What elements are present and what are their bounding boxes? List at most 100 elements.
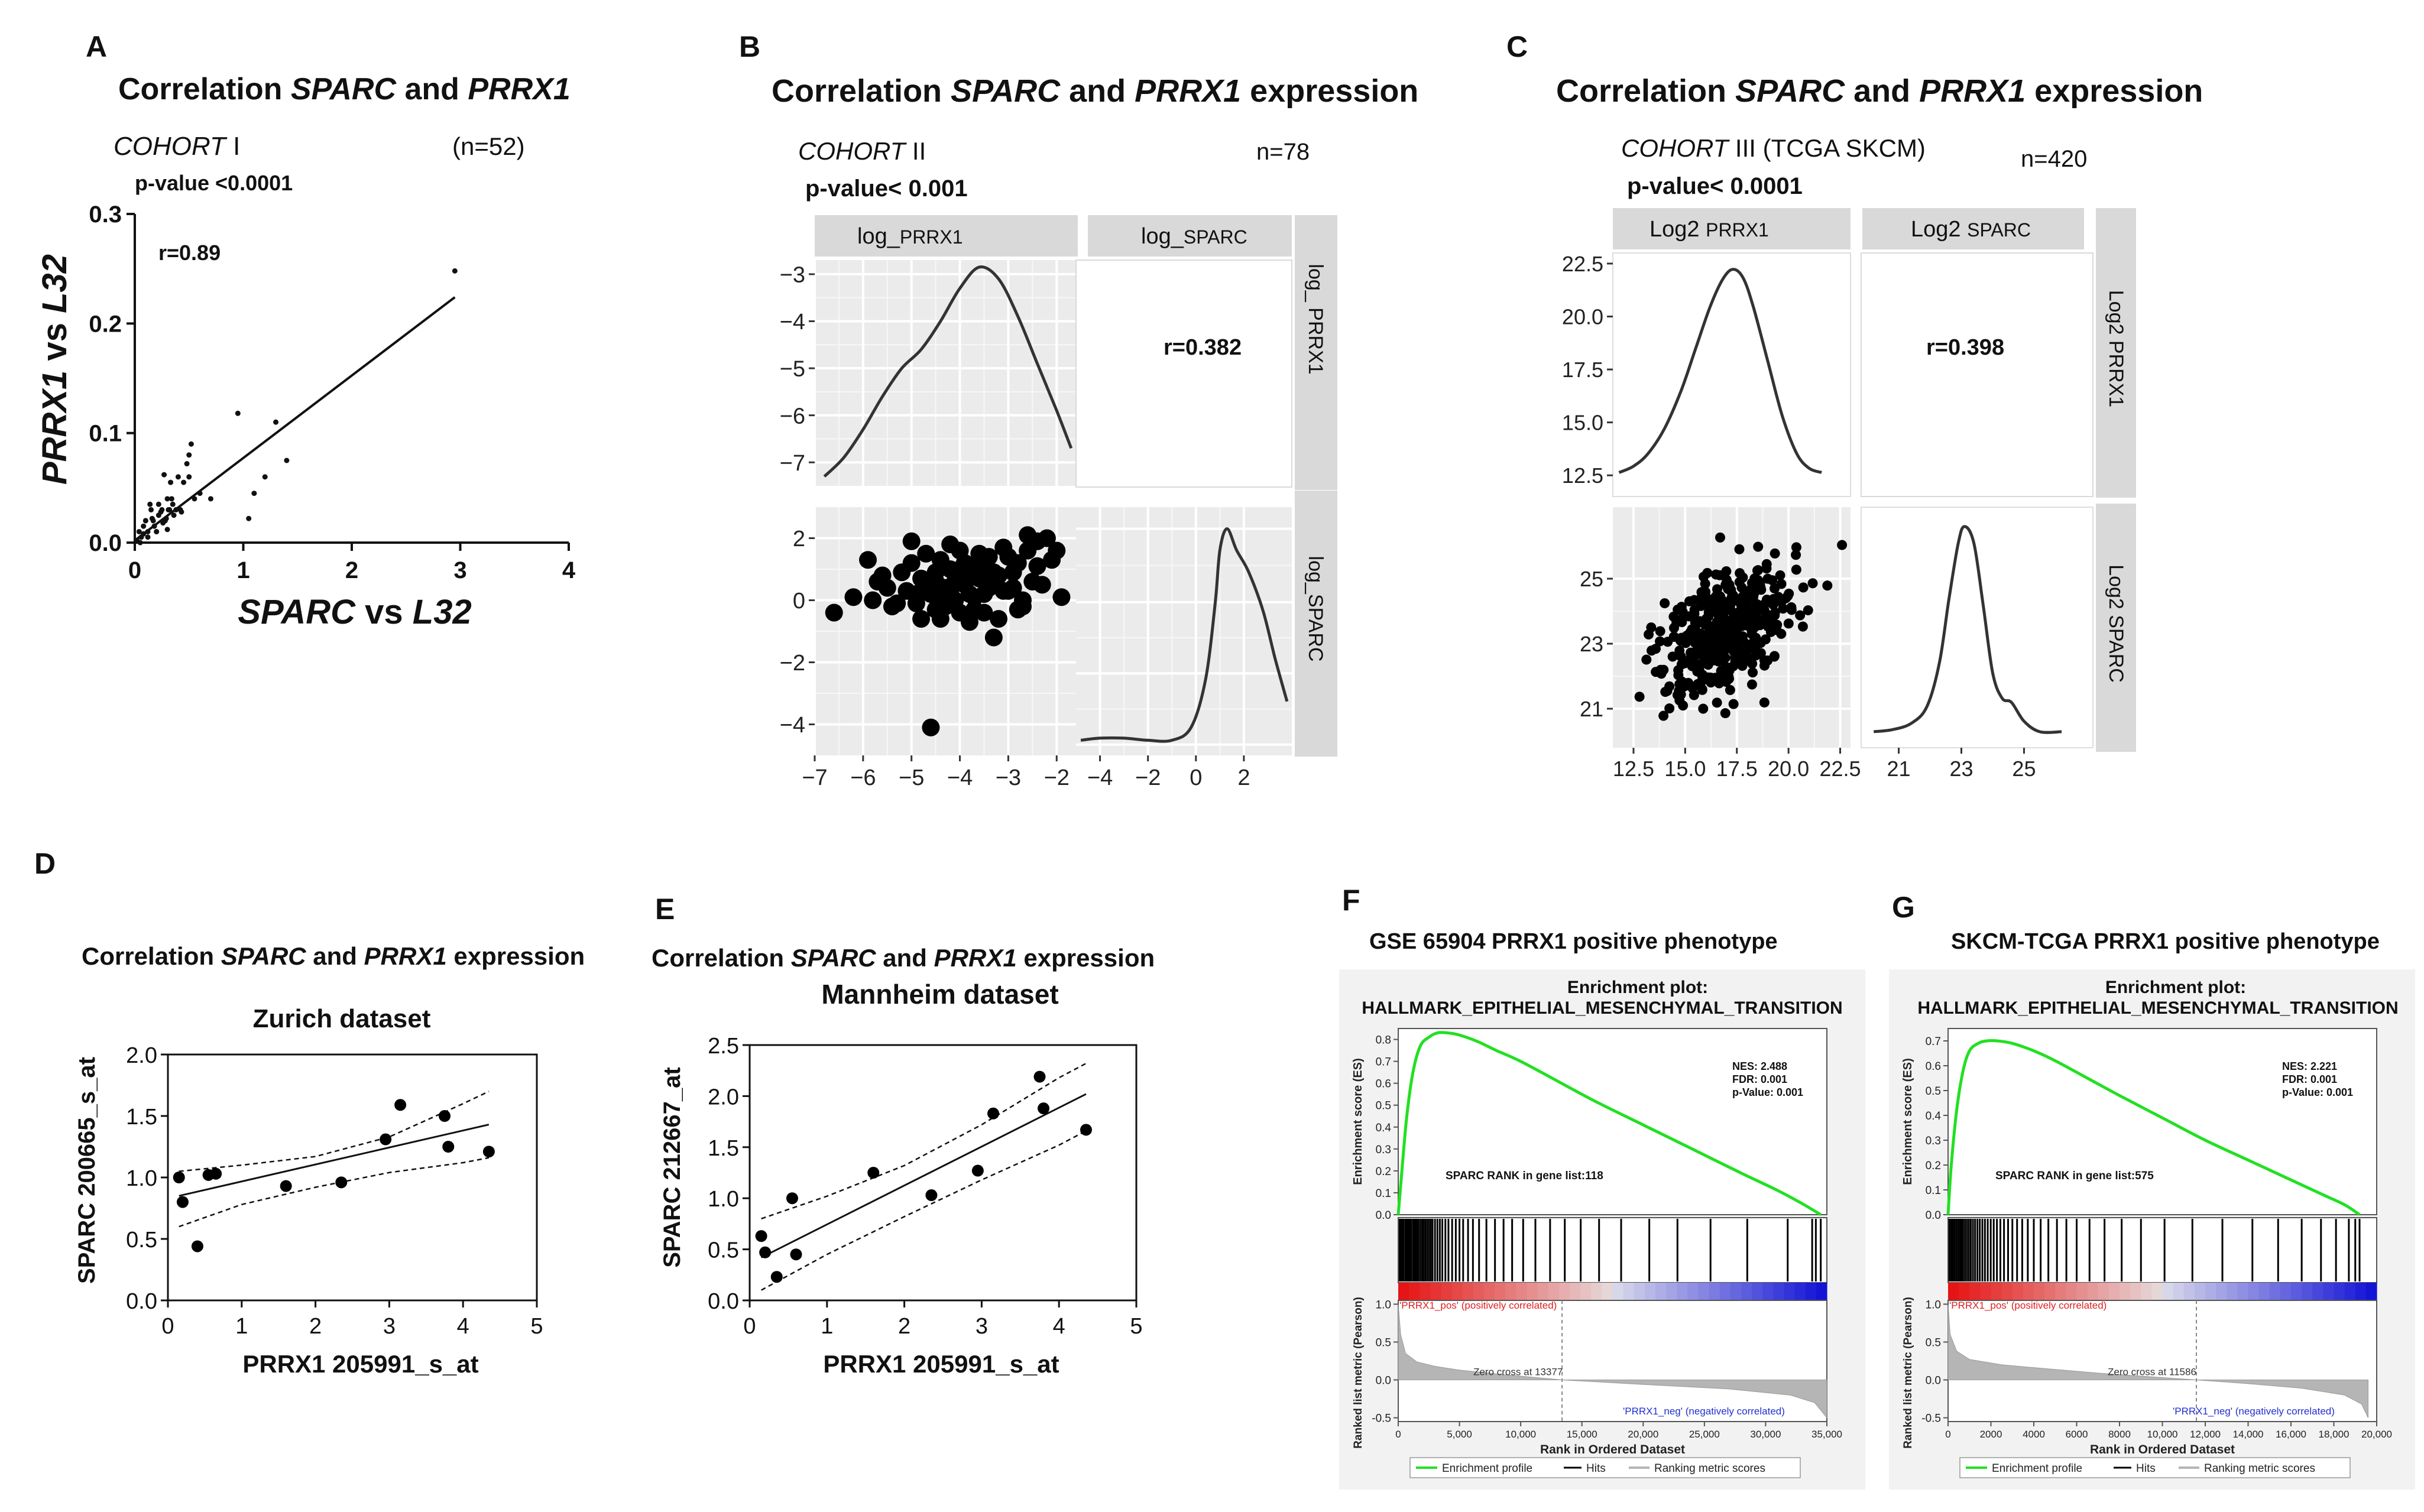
c-data-point [1728, 699, 1739, 709]
f-rank-bar-segment [1666, 1283, 1677, 1300]
c-data-point [1716, 666, 1726, 676]
f-es-ytick-label: 0.7 [1376, 1056, 1391, 1069]
g-rank-bar-segment [2227, 1283, 2238, 1300]
f-rank-bar-segment [1505, 1283, 1516, 1300]
g-legend-metric: Ranking metric scores [2204, 1462, 2315, 1475]
b-data-point [864, 591, 882, 609]
g-fdr: FDR: 0.001 [2282, 1073, 2337, 1085]
panel-b-strip-right-2 [1295, 491, 1337, 757]
c-data-point [1736, 646, 1746, 657]
a-data-point [168, 496, 174, 502]
c-data-point [1729, 621, 1739, 632]
panel-a-n: (n=52) [452, 132, 525, 160]
a-data-point [163, 515, 169, 521]
f-xtick-label: 30,000 [1750, 1429, 1781, 1440]
c-data-point [1721, 677, 1732, 687]
f-xtick-label: 15,000 [1567, 1429, 1597, 1440]
b-data-point [1019, 526, 1037, 544]
c3-xtick-label: 25 [2012, 757, 2036, 781]
a-data-point [151, 523, 157, 529]
c-data-point [1710, 569, 1721, 580]
b-data-point [990, 610, 1008, 628]
f-rank-bar-segment [1784, 1283, 1796, 1300]
panel-b-r: r=0.382 [1164, 335, 1242, 360]
panel-c-strip-right-2-label: Log2 SPARC [2105, 564, 2127, 683]
g-xlabel: Rank in Ordered Dataset [2090, 1443, 2235, 1456]
a-data-point [164, 527, 170, 533]
panel-f-letter: F [1342, 884, 1360, 917]
c-data-point [1698, 703, 1709, 714]
g-xtick-label: 6000 [2066, 1429, 2088, 1440]
c-data-point [1791, 550, 1801, 560]
a-data-point [155, 501, 161, 507]
c-data-point [1720, 708, 1730, 719]
c1-ytick-label: 22.5 [1562, 252, 1603, 276]
a-xtick-label: 1 [236, 557, 249, 583]
g-rank-bar-segment [2012, 1283, 2024, 1300]
f-rank-bar-segment [1548, 1283, 1560, 1300]
d-xtick-label: 3 [383, 1314, 396, 1339]
d-data-point [210, 1167, 222, 1180]
g-rank-bar-segment [2312, 1283, 2323, 1300]
g-rank-bar-segment [2355, 1283, 2367, 1300]
f-nes: NES: 2.488 [1732, 1060, 1787, 1072]
g-es-ytick-label: 0.7 [1926, 1036, 1941, 1048]
c-data-point [1781, 593, 1791, 603]
c-data-point [1753, 541, 1764, 552]
panel-g-letter: G [1892, 891, 1915, 924]
panel-c-title: Correlation SPARC and PRRX1 expression [1556, 73, 2203, 109]
c3-xtick-label: 23 [1949, 757, 1973, 781]
d-ytick-label: 0.5 [126, 1228, 157, 1253]
f-neg-label: 'PRRX1_neg' (negatively correlated) [1623, 1406, 1785, 1417]
b-data-point [984, 628, 1003, 647]
c-data-point [1770, 548, 1780, 559]
a-data-point [149, 515, 155, 521]
f-es-ytick-label: 0.4 [1376, 1122, 1392, 1134]
f-es-ytick-label: 0.0 [1376, 1209, 1391, 1222]
c-data-point [1684, 596, 1694, 606]
a-data-point [145, 528, 151, 534]
g-xtick-label: 2000 [1980, 1429, 2002, 1440]
g-rank-bar-segment [1948, 1283, 1959, 1300]
g-es-ytick-label: 0.6 [1926, 1060, 1941, 1073]
d-data-point [176, 1196, 189, 1208]
c-data-point [1641, 654, 1652, 665]
a-data-point [141, 531, 147, 537]
c-data-point [1676, 651, 1686, 662]
a-ytick-label: 0.3 [89, 202, 122, 228]
f-rank-bar-segment [1687, 1283, 1699, 1300]
c1-ytick-label: 20.0 [1562, 304, 1603, 329]
f-rank-bar-segment [1677, 1283, 1688, 1300]
d-ci-lower [179, 1157, 490, 1228]
b-data-point [999, 548, 1017, 566]
d-xtick-label: 2 [309, 1314, 322, 1339]
c-data-point [1701, 592, 1712, 603]
e-ytick-label: 1.0 [708, 1187, 739, 1212]
chart-c-density-sparc: 21 23 25 [1861, 507, 2094, 781]
g-xtick-label: 12,000 [2190, 1429, 2221, 1440]
c-data-point [1759, 697, 1770, 708]
c-data-point [1752, 565, 1762, 576]
g-rank-bar-segment [2291, 1283, 2302, 1300]
d-ci-upper [179, 1091, 490, 1172]
c-data-point [1655, 626, 1665, 637]
c1-ytick-label: 15.0 [1562, 411, 1603, 435]
b-data-point [912, 610, 931, 628]
a-data-point [175, 474, 181, 480]
panel-b-n: n=78 [1256, 139, 1310, 165]
panel-e-letter: E [655, 893, 675, 926]
e-xtick-label: 4 [1053, 1314, 1065, 1339]
c-data-point [1725, 601, 1735, 612]
a-data-point [147, 501, 153, 507]
f-rank-bar-segment [1537, 1283, 1549, 1300]
a-data-point [192, 496, 197, 502]
b-data-point [917, 544, 935, 563]
c1-ytick-label: 17.5 [1562, 358, 1603, 382]
panel-c-strip-right-2 [2096, 504, 2136, 752]
f-es-ytick-label: 0.6 [1376, 1078, 1391, 1091]
d-data-point [191, 1240, 203, 1253]
g-rank-bar-segment [2151, 1283, 2163, 1300]
f-rank-bar-segment [1451, 1283, 1463, 1300]
b3-xtick-label: −4 [1087, 765, 1113, 790]
